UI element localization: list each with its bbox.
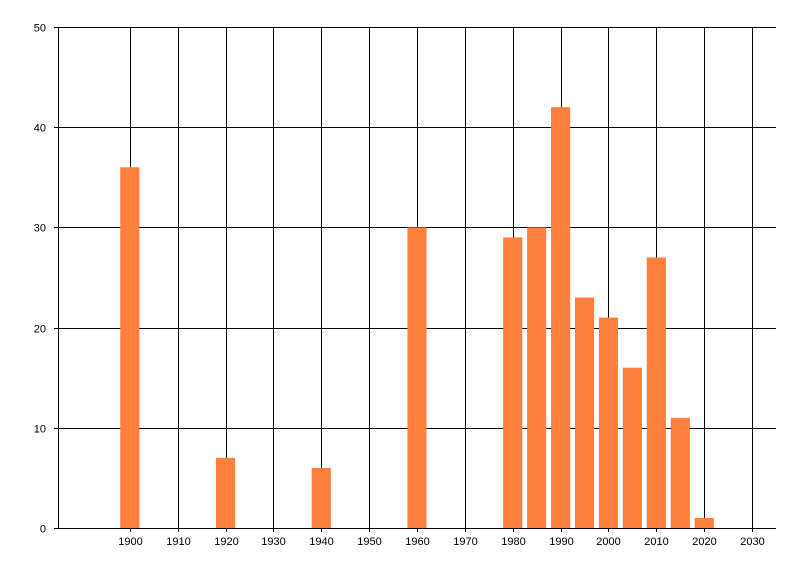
x-tick-label-1930: 1930: [261, 536, 285, 548]
bar-1900: [120, 167, 140, 528]
x-tick-label-1920: 1920: [214, 536, 238, 548]
axes: [58, 27, 776, 529]
bar-2010: [646, 257, 666, 528]
y-tick-label-20: 20: [34, 324, 46, 336]
bar-1995: [574, 297, 595, 528]
x-tick-label-1900: 1900: [118, 536, 142, 548]
bar-1960: [407, 227, 427, 528]
x-tick-label-1910: 1910: [166, 536, 190, 548]
x-tick-label-2030: 2030: [740, 536, 764, 548]
x-tick-label-2010: 2010: [644, 536, 668, 548]
bars: [120, 107, 714, 529]
bar-2020: [694, 517, 714, 528]
bar-2000: [598, 317, 619, 528]
x-tick-label-1960: 1960: [405, 536, 429, 548]
bar-1990: [551, 107, 571, 528]
tick-labels: 1900 1910 1920 1930 1940 1950 1960 1970 1980 1990…: [34, 23, 765, 549]
bar-1940: [311, 467, 331, 528]
bar-1920: [215, 457, 236, 528]
y-tick-label-0: 0: [40, 524, 46, 536]
y-tick-label-50: 50: [34, 23, 46, 35]
bar-2005: [622, 367, 642, 528]
y-tick-label-40: 40: [34, 123, 46, 135]
bar-2015: [670, 417, 690, 528]
bar-1980: [503, 237, 523, 529]
x-tick-label-1950: 1950: [357, 536, 381, 548]
bar-1985: [527, 227, 547, 528]
x-tick-label-1990: 1990: [549, 536, 573, 548]
y-tick-label-30: 30: [34, 223, 46, 235]
x-tick-label-2020: 2020: [692, 536, 716, 548]
y-tick-label-10: 10: [34, 424, 46, 436]
x-tick-label-1940: 1940: [309, 536, 333, 548]
x-tick-label-1970: 1970: [453, 536, 477, 548]
x-tick-label-2000: 2000: [596, 536, 620, 548]
x-tick-label-1980: 1980: [501, 536, 525, 548]
